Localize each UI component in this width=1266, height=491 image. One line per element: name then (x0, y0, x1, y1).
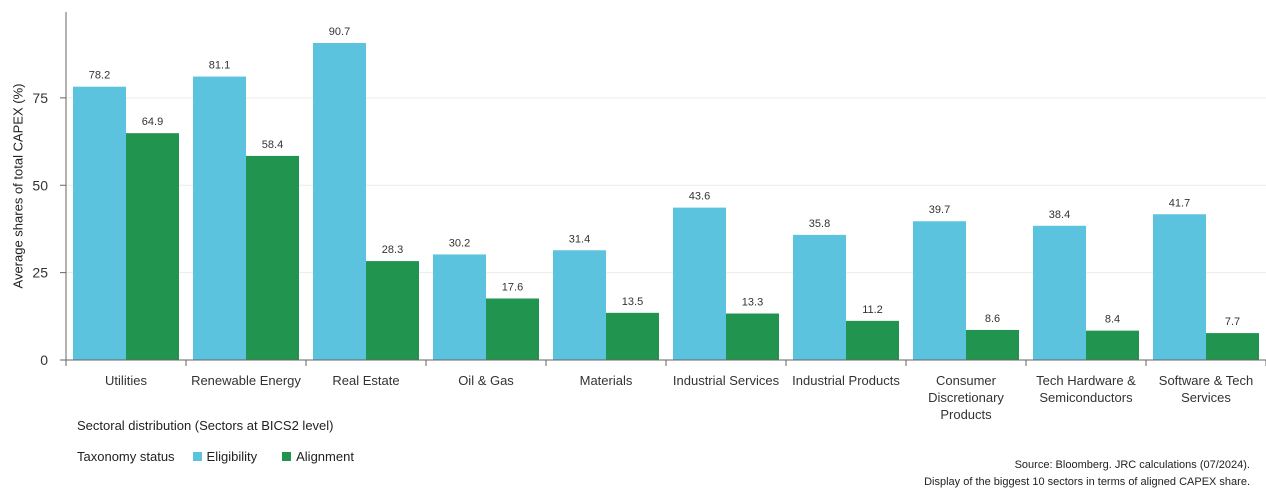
x-tick-label-3: Oil & Gas (458, 373, 514, 388)
data-label-alignment-3: 17.6 (502, 281, 523, 293)
data-label-alignment-9: 7.7 (1225, 316, 1240, 328)
legend: Taxonomy status Eligibility Alignment (77, 449, 379, 464)
x-tick-label-5: Industrial Services (673, 373, 780, 388)
source-note: Source: Bloomberg. JRC calculations (07/… (924, 457, 1250, 491)
bar-alignment-9 (1206, 333, 1259, 360)
data-label-eligibility-8: 38.4 (1049, 209, 1070, 221)
x-tick-label-line: Services (1181, 390, 1231, 405)
data-label-eligibility-5: 43.6 (689, 191, 710, 203)
data-label-eligibility-3: 30.2 (449, 237, 470, 249)
data-label-eligibility-2: 90.7 (329, 26, 350, 38)
data-label-alignment-0: 64.9 (142, 116, 163, 128)
bar-alignment-5 (726, 313, 779, 360)
bar-alignment-3 (486, 298, 539, 360)
bar-alignment-6 (846, 320, 899, 360)
y-tick-label-25: 25 (32, 265, 48, 281)
bar-eligibility-9 (1153, 214, 1206, 360)
bar-alignment-2 (366, 261, 419, 360)
x-tick-label-7: Consumer Discretionary Products (928, 373, 1004, 420)
bar-eligibility-0 (73, 86, 126, 360)
data-label-alignment-2: 28.3 (382, 244, 403, 256)
x-tick-label-6: Industrial Products (792, 373, 900, 388)
bar-eligibility-3 (433, 254, 486, 360)
y-tick-label-75: 75 (32, 90, 48, 106)
bar-chart: 0 25 50 75 78.2 64.9 Utilities 81.1 58.4 Renewabl… (32, 12, 1266, 420)
data-label-eligibility-6: 35.8 (809, 218, 830, 230)
data-label-eligibility-7: 39.7 (929, 204, 950, 216)
bar-eligibility-6 (793, 234, 846, 360)
x-tick-label-0: Utilities (105, 373, 147, 388)
legend-item-eligibility: Eligibility (192, 449, 258, 464)
x-tick-label-line: Discretionary (928, 390, 1004, 405)
x-axis-title: Sectoral distribution (Sectors at BICS2 … (77, 418, 334, 433)
data-label-alignment-1: 58.4 (262, 139, 283, 151)
x-tick-label-line: Industrial Products (792, 373, 900, 388)
x-tick-label-line: Software & Tech (1159, 373, 1253, 388)
data-label-eligibility-0: 78.2 (89, 70, 110, 82)
legend-swatch-eligibility (192, 452, 202, 461)
bar-eligibility-4 (553, 250, 606, 360)
x-tick-label-9: Software & Tech Services (1159, 373, 1253, 405)
bar-eligibility-2 (313, 43, 366, 360)
legend-title: Taxonomy status (77, 449, 175, 464)
x-tick-label-line: Utilities (105, 373, 147, 388)
legend-swatch-alignment (282, 452, 292, 461)
bar-alignment-0 (126, 133, 179, 360)
data-label-eligibility-1: 81.1 (209, 60, 230, 72)
bar-eligibility-1 (193, 76, 246, 361)
x-tick-label-line: Tech Hardware & (1036, 373, 1136, 388)
y-tick-label-50: 50 (32, 177, 48, 193)
source-line-1: Source: Bloomberg. JRC calculations (07/… (1014, 459, 1250, 471)
data-label-eligibility-9: 41.7 (1169, 197, 1190, 209)
x-tick-label-4: Materials (580, 373, 633, 388)
x-tick-label-8: Tech Hardware & Semiconductors (1036, 373, 1136, 405)
data-label-alignment-8: 8.4 (1105, 314, 1120, 326)
bar-alignment-4 (606, 312, 659, 360)
x-tick-label-line: Consumer (936, 373, 997, 388)
bar-eligibility-8 (1033, 225, 1086, 360)
source-line-2: Display of the biggest 10 sectors in ter… (924, 476, 1250, 488)
y-tick-label-0: 0 (40, 352, 48, 368)
x-tick-label-line: Products (940, 407, 992, 420)
x-tick-label-1: Renewable Energy (191, 373, 301, 388)
bar-eligibility-5 (673, 207, 726, 360)
legend-label-alignment: Alignment (296, 449, 354, 464)
bar-alignment-8 (1086, 330, 1139, 360)
legend-item-alignment: Alignment (282, 449, 354, 464)
x-tick-label-2: Real Estate (332, 373, 399, 388)
data-label-alignment-6: 11.2 (862, 304, 883, 316)
x-tick-label-line: Semiconductors (1039, 390, 1133, 405)
data-label-alignment-5: 13.3 (742, 297, 763, 309)
x-tick-label-line: Materials (580, 373, 633, 388)
x-tick-label-line: Oil & Gas (458, 373, 514, 388)
data-label-eligibility-4: 31.4 (569, 233, 590, 245)
data-label-alignment-4: 13.5 (622, 296, 643, 308)
data-label-alignment-7: 8.6 (985, 313, 1000, 325)
legend-label-eligibility: Eligibility (206, 449, 258, 464)
x-tick-label-line: Real Estate (332, 373, 399, 388)
bar-alignment-1 (246, 155, 299, 360)
bar-alignment-7 (966, 329, 1019, 360)
x-tick-label-line: Renewable Energy (191, 373, 301, 388)
bar-eligibility-7 (913, 221, 966, 360)
x-tick-label-line: Industrial Services (673, 373, 780, 388)
